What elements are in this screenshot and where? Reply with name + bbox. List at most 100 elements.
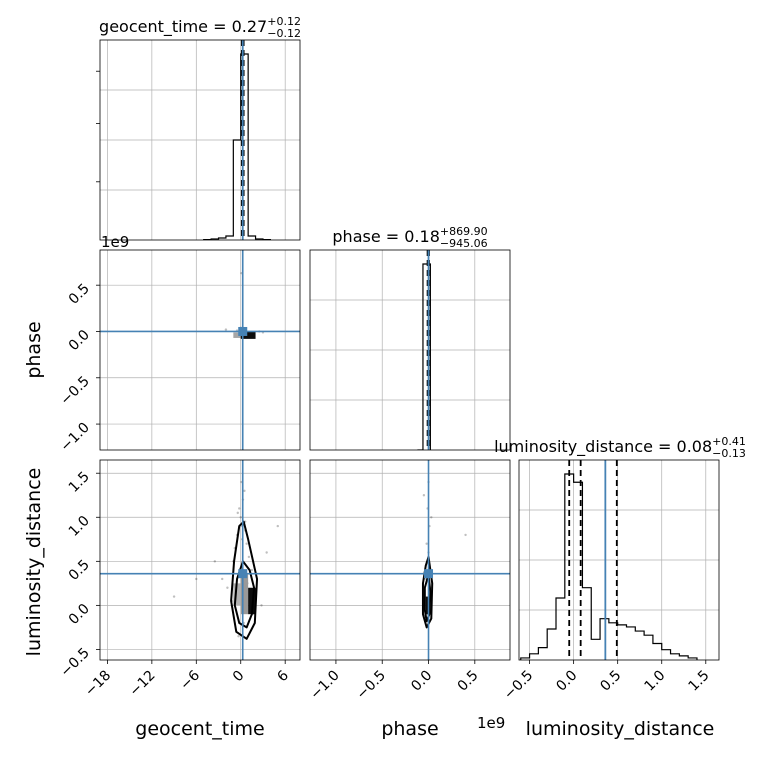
panel-title-luminosity_distance: luminosity_distance = 0.08+0.41 (494, 435, 746, 457)
panel-title-lower-geocent_time: −0.12 (267, 27, 301, 40)
y-axis-label-phase: phase (23, 321, 45, 378)
panel-frame (309, 459, 511, 661)
y-tick-label: −0.5 (57, 645, 92, 680)
density-block (233, 332, 241, 338)
panel-geocent_time-luminosity_distance (99, 459, 301, 661)
x-tick-label: 1.0 (642, 668, 669, 695)
hist-bar (547, 629, 556, 660)
panel-frame (309, 249, 511, 451)
truth-marker (424, 569, 434, 579)
panel-title-geocent_time: geocent_time = 0.27+0.12 (99, 15, 301, 37)
density-block (425, 596, 429, 615)
hist-bar (644, 635, 653, 660)
scatter-point (237, 635, 240, 638)
x-tick-label: −0.5 (501, 668, 536, 703)
panel-title-lower-luminosity_distance: −0.13 (712, 447, 746, 460)
scatter-point (172, 595, 176, 598)
scatter-point (425, 542, 428, 545)
scatter-point (243, 489, 246, 493)
density-block (240, 331, 256, 339)
panel-geocent_time-hist (96, 39, 301, 241)
panel-frame (99, 39, 301, 241)
panel-frame (518, 459, 720, 661)
truth-marker (238, 569, 248, 579)
x-tick-label: 1.5 (686, 668, 713, 695)
panel-phase-luminosity_distance (309, 459, 511, 661)
x-tick-label: 0 (230, 668, 248, 686)
x-tick-label: −1.0 (307, 668, 342, 703)
scatter-point (245, 542, 248, 545)
x-tick-label: −6 (177, 667, 203, 693)
hist-outline-luminosity_distance (520, 473, 698, 660)
scatter-point (224, 328, 228, 331)
x-tick-label: 6 (274, 667, 292, 685)
x-tick-label: 0.5 (597, 668, 624, 695)
x-tick-label: −18 (82, 668, 114, 700)
density-block (248, 587, 256, 615)
scatter-point (247, 555, 251, 559)
offset-label-phase-y: 1e9 (101, 233, 129, 251)
scatter-point (265, 551, 268, 554)
hist-bar (671, 654, 680, 660)
scatter-point (226, 586, 229, 589)
hist-bar (233, 140, 240, 240)
hist-bar (653, 643, 662, 660)
panel-phase-hist (309, 249, 511, 451)
scatter-point (250, 568, 254, 572)
density-contour (421, 555, 434, 629)
scatter-point (221, 577, 224, 581)
hist-bar (582, 588, 591, 660)
hist-bar (662, 650, 671, 660)
hist-bar (591, 639, 600, 660)
truth-marker (238, 326, 248, 336)
y-tick-label: 1.5 (66, 469, 93, 496)
hist-bar (530, 654, 539, 660)
y-axis-label-luminosity_distance: luminosity_distance (23, 468, 45, 657)
x-tick-label: 0.0 (553, 668, 580, 695)
density-contour (423, 573, 432, 623)
hist-bar (618, 625, 627, 660)
hist-outline-phase (417, 263, 431, 450)
density-contour (230, 520, 259, 640)
y-tick-label: 0.5 (66, 557, 93, 584)
scatter-point (276, 524, 279, 528)
density-block (233, 583, 241, 606)
density-block (240, 574, 249, 615)
x-axis-label-geocent_time: geocent_time (135, 718, 264, 740)
panel-frame (99, 249, 301, 451)
hist-bar (679, 656, 688, 660)
density-contour (233, 560, 256, 629)
offset-label-phase-x: 1e9 (477, 714, 505, 732)
hist-bar (635, 631, 644, 660)
y-tick-label: −1.0 (57, 420, 92, 455)
x-tick-label: −12 (126, 668, 158, 700)
x-tick-label: −0.5 (354, 668, 389, 703)
scatter-point (430, 516, 433, 519)
y-tick-label: 0.0 (66, 327, 93, 354)
scatter-point (236, 511, 239, 515)
y-tick-label: 1.0 (66, 513, 93, 540)
scatter-point (195, 577, 198, 581)
x-tick-label: 0.0 (408, 668, 435, 695)
panel-frame (99, 459, 301, 661)
x-tick-label: 0.5 (455, 668, 482, 695)
panel-title-lower-phase: −945.06 (440, 237, 488, 250)
scatter-point (464, 533, 467, 537)
scatter-point (213, 560, 217, 563)
scatter-point (239, 516, 242, 519)
scatter-point (260, 604, 263, 607)
scatter-point (422, 494, 426, 497)
hist-bar (538, 648, 547, 660)
y-tick-label: 0.0 (66, 601, 93, 628)
y-tick-label: −0.5 (57, 373, 92, 408)
x-axis-label-luminosity_distance: luminosity_distance (526, 718, 715, 740)
x-axis-label-phase: phase (381, 718, 438, 740)
panel-title-phase: phase = 0.18+869.90 (332, 225, 487, 246)
hist-outline-geocent_time (203, 53, 271, 240)
y-tick-label: 0.5 (66, 281, 93, 308)
hist-bar (626, 627, 635, 660)
scatter-point (238, 507, 241, 510)
hist-bar (556, 598, 565, 660)
panel-geocent_time-phase (99, 249, 301, 451)
